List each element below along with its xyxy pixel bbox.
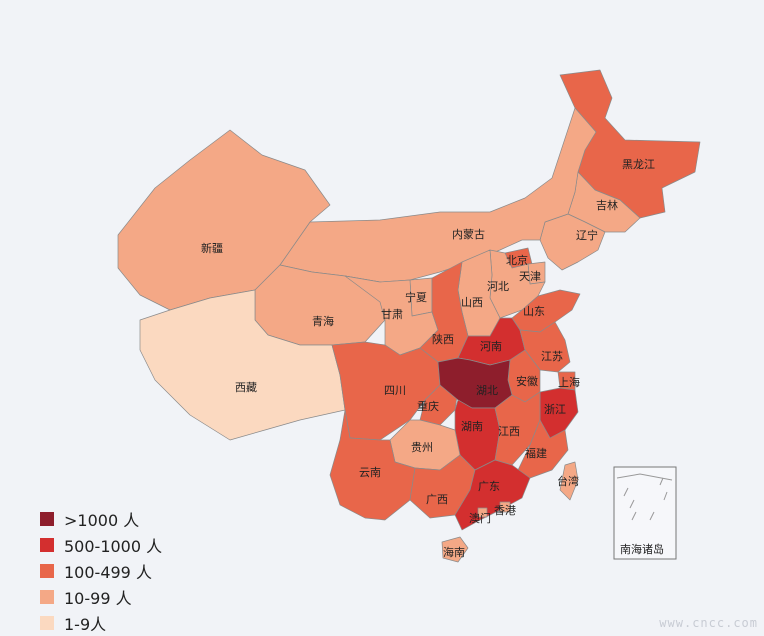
- label-hunan: 湖南: [461, 420, 483, 433]
- province-hongkong[interactable]: [499, 501, 511, 513]
- label-tianjin: 天津: [519, 270, 541, 283]
- label-sichuan: 四川: [384, 384, 406, 397]
- label-guangxi: 广西: [426, 493, 448, 506]
- legend-label: >1000 人: [64, 511, 140, 530]
- label-guangdong: 广东: [478, 480, 500, 493]
- label-shanxi: 山西: [461, 296, 483, 309]
- label-ningxia: 宁夏: [405, 290, 427, 304]
- province-hainan[interactable]: [441, 536, 469, 563]
- province-liaoning[interactable]: [539, 213, 606, 271]
- legend-item-100-499[interactable]: 100-499 人: [40, 558, 162, 584]
- legend-label: 100-499 人: [64, 563, 152, 582]
- label-beijing: 北京: [506, 253, 528, 267]
- legend-swatch: [40, 538, 54, 552]
- label-guizhou: 贵州: [411, 441, 433, 454]
- label-hebei: 河北: [487, 280, 509, 293]
- label-macau: 澳门: [469, 511, 491, 525]
- inset-label: 南海诸岛: [620, 542, 664, 556]
- label-fujian: 福建: [525, 446, 547, 460]
- legend-swatch: [40, 564, 54, 578]
- province-macau[interactable]: [477, 507, 488, 518]
- legend-swatch: [40, 590, 54, 604]
- legend-swatch: [40, 512, 54, 526]
- province-taiwan[interactable]: [559, 461, 579, 501]
- label-yunnan: 云南: [359, 466, 381, 479]
- label-jilin: 吉林: [596, 198, 618, 212]
- label-xizang: 西藏: [235, 381, 257, 394]
- label-taiwan: 台湾: [557, 474, 579, 488]
- province-hubei[interactable]: [437, 357, 513, 409]
- watermark: www.cncc.com: [659, 616, 758, 630]
- south-china-sea-inset: 南海诸岛: [613, 466, 677, 560]
- label-hainan: 海南: [443, 545, 465, 559]
- legend-item-10-99[interactable]: 10-99 人: [40, 584, 162, 610]
- legend: >1000 人 500-1000 人 100-499 人 10-99 人 1-9…: [40, 506, 162, 636]
- label-jiangxi: 江西: [498, 425, 520, 438]
- label-chongqing: 重庆: [417, 399, 439, 413]
- label-xinjiang: 新疆: [201, 241, 223, 255]
- label-hubei: 湖北: [476, 384, 498, 397]
- label-liaoning: 辽宁: [576, 228, 598, 242]
- legend-swatch: [40, 616, 54, 630]
- legend-label: 500-1000 人: [64, 537, 163, 556]
- legend-label: 10-99 人: [64, 589, 132, 608]
- legend-item-1-9[interactable]: 1-9人: [40, 610, 162, 636]
- label-hongkong: 香港: [494, 504, 516, 517]
- label-zhejiang: 浙江: [544, 403, 566, 416]
- label-shaanxi: 陕西: [432, 332, 454, 346]
- legend-label: 1-9人: [64, 615, 107, 634]
- label-henan: 河南: [480, 340, 502, 353]
- label-shanghai: 上海: [558, 375, 580, 389]
- label-qinghai: 青海: [312, 314, 334, 328]
- label-jiangsu: 江苏: [541, 350, 563, 363]
- label-anhui: 安徽: [516, 374, 538, 388]
- label-neimenggu: 内蒙古: [452, 227, 485, 241]
- province-guangdong[interactable]: [454, 459, 531, 531]
- legend-item-500-1000[interactable]: 500-1000 人: [40, 532, 162, 558]
- legend-item-gt1000[interactable]: >1000 人: [40, 506, 162, 532]
- label-gansu: 甘肃: [381, 308, 403, 321]
- label-heilongjiang: 黑龙江: [622, 158, 655, 171]
- label-shandong: 山东: [523, 305, 545, 318]
